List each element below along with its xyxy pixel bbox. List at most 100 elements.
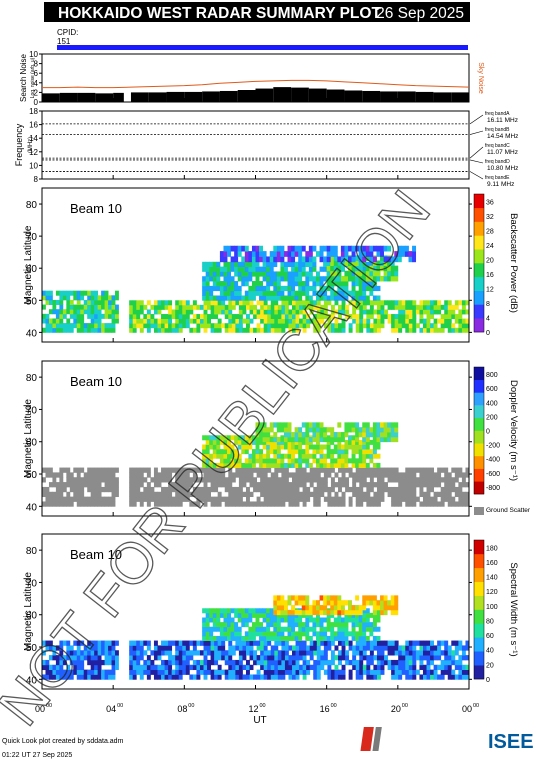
data-cell bbox=[237, 290, 242, 296]
data-cell bbox=[210, 496, 215, 502]
data-cell bbox=[209, 631, 214, 637]
data-cell bbox=[295, 501, 300, 507]
data-cell bbox=[355, 432, 360, 438]
data-cell bbox=[380, 609, 384, 616]
data-cell bbox=[256, 645, 261, 651]
data-cell bbox=[244, 622, 249, 628]
data-cell bbox=[391, 467, 396, 473]
data-cell bbox=[209, 261, 214, 268]
data-cell bbox=[387, 645, 392, 651]
data-cell bbox=[249, 645, 254, 651]
data-cell bbox=[404, 251, 409, 257]
data-cell bbox=[266, 458, 271, 464]
data-cell bbox=[241, 462, 246, 468]
search-noise-bar bbox=[148, 92, 167, 102]
data-cell bbox=[299, 496, 304, 502]
data-cell bbox=[62, 467, 67, 473]
data-cell bbox=[397, 256, 402, 263]
data-cell bbox=[337, 453, 342, 459]
data-cell bbox=[111, 486, 116, 493]
data-cell bbox=[87, 295, 92, 301]
data-cell bbox=[244, 261, 249, 268]
data-cell bbox=[394, 304, 399, 310]
data-cell bbox=[262, 436, 267, 443]
data-cell bbox=[62, 501, 67, 507]
data-cell bbox=[212, 285, 217, 292]
data-cell bbox=[255, 285, 260, 292]
data-cell bbox=[143, 640, 148, 646]
data-cell bbox=[139, 482, 144, 488]
data-cell bbox=[362, 427, 367, 433]
data-cell bbox=[87, 327, 92, 333]
data-cell bbox=[315, 449, 320, 455]
data-cell bbox=[437, 309, 442, 315]
search-noise-bar bbox=[362, 90, 381, 102]
data-cell bbox=[219, 271, 224, 277]
colorbar-tick-label: 20 bbox=[486, 257, 494, 264]
data-cell bbox=[231, 645, 236, 651]
lat-tick-label: 80 bbox=[26, 373, 38, 384]
data-cell bbox=[269, 439, 274, 445]
data-cell bbox=[59, 313, 64, 319]
data-cell bbox=[326, 285, 331, 292]
data-cell bbox=[146, 467, 151, 473]
colorbar-segment bbox=[474, 249, 484, 264]
data-cell bbox=[87, 496, 92, 502]
data-cell bbox=[255, 436, 260, 443]
data-cell bbox=[366, 674, 371, 680]
data-cell bbox=[283, 276, 288, 282]
data-cell bbox=[228, 491, 233, 498]
data-cell bbox=[454, 327, 459, 333]
data-cell bbox=[302, 496, 307, 502]
data-cell bbox=[234, 449, 239, 455]
data-cell bbox=[301, 256, 306, 263]
data-cell bbox=[302, 655, 307, 661]
data-cell bbox=[366, 640, 371, 646]
data-cell bbox=[175, 318, 180, 324]
data-cell bbox=[227, 285, 231, 292]
data-cell bbox=[267, 314, 272, 320]
ut-tick-label: 12 bbox=[248, 704, 258, 714]
data-cell bbox=[323, 323, 328, 329]
data-cell bbox=[238, 655, 243, 661]
data-cell bbox=[219, 453, 224, 459]
data-cell bbox=[333, 449, 338, 455]
data-cell bbox=[295, 496, 300, 502]
noise-tick-label: 4 bbox=[34, 79, 39, 88]
data-cell bbox=[358, 444, 363, 450]
data-cell bbox=[108, 501, 112, 507]
data-cell bbox=[465, 467, 470, 473]
data-cell bbox=[365, 595, 370, 601]
data-cell bbox=[405, 640, 410, 646]
data-cell bbox=[330, 245, 335, 252]
data-cell bbox=[185, 323, 190, 329]
data-cell bbox=[369, 482, 374, 488]
data-cell bbox=[214, 674, 219, 680]
data-cell bbox=[440, 304, 445, 310]
data-cell bbox=[380, 486, 385, 493]
data-cell bbox=[366, 472, 371, 478]
data-cell bbox=[251, 251, 256, 257]
data-cell bbox=[276, 617, 281, 623]
data-cell bbox=[355, 477, 360, 483]
data-cell bbox=[209, 285, 214, 292]
data-cell bbox=[73, 640, 78, 646]
data-cell bbox=[447, 491, 452, 498]
data-cell bbox=[235, 496, 240, 502]
data-cell bbox=[301, 622, 306, 628]
data-cell bbox=[312, 256, 317, 263]
data-cell bbox=[55, 496, 60, 502]
data-cell bbox=[387, 491, 392, 498]
data-cell bbox=[238, 477, 243, 483]
data-cell bbox=[175, 323, 180, 329]
data-cell bbox=[153, 640, 158, 646]
data-cell bbox=[270, 304, 275, 310]
data-cell bbox=[274, 467, 279, 473]
data-cell bbox=[337, 439, 342, 445]
data-cell bbox=[323, 458, 328, 464]
data-cell bbox=[234, 290, 239, 296]
data-cell bbox=[256, 486, 261, 493]
data-cell bbox=[362, 318, 367, 324]
logo-swoosh-red bbox=[360, 727, 374, 751]
data-cell bbox=[234, 462, 239, 468]
